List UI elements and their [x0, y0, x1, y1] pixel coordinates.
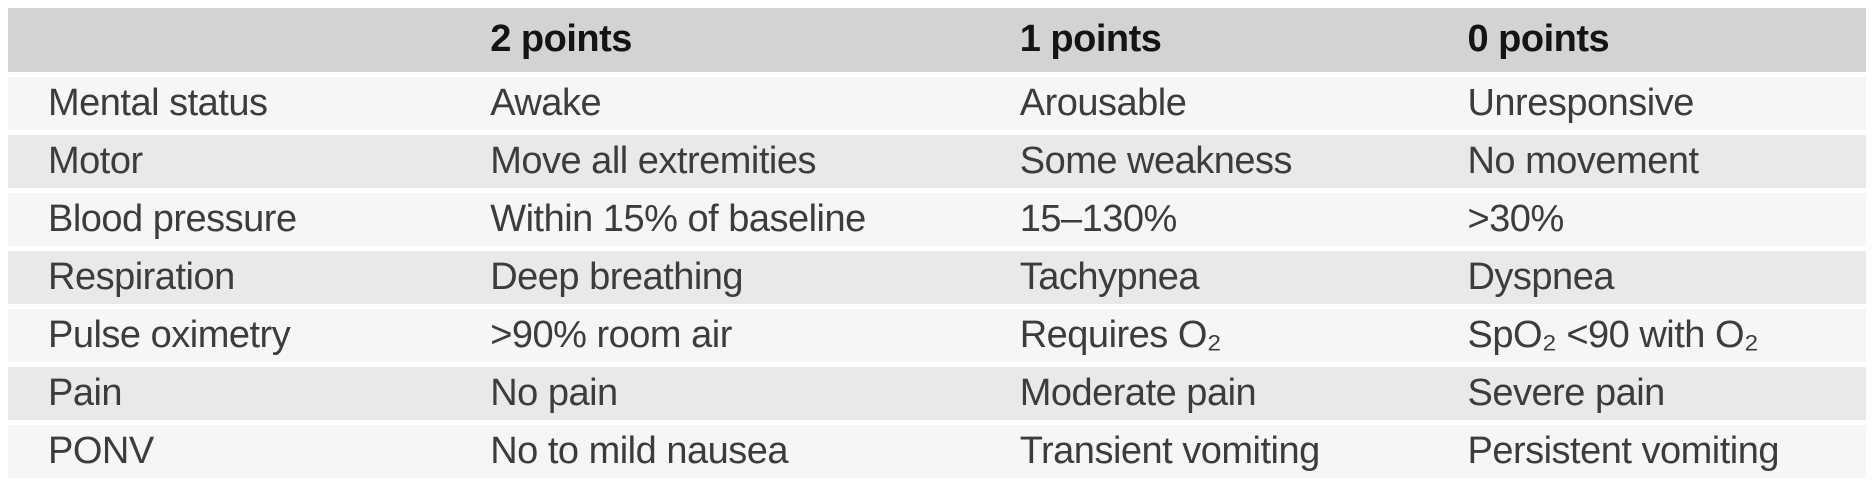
score-2-cell: >90% room air — [450, 309, 980, 362]
score-1-cell: Requires O₂ — [979, 309, 1428, 362]
score-1-cell: Transient vomiting — [979, 425, 1428, 478]
criterion-cell: Pain — [8, 367, 451, 420]
header-0-points: 0 points — [1427, 8, 1866, 72]
recovery-score-table: 2 points 1 points 0 points Mental status… — [8, 3, 1866, 483]
table-row-pain: Pain No pain Moderate pain Severe pain — [8, 367, 1866, 420]
score-1-cell: Some weakness — [979, 135, 1428, 188]
score-0-cell: No movement — [1427, 135, 1866, 188]
score-2-cell: Within 15% of baseline — [450, 193, 980, 246]
score-1-cell: Arousable — [979, 77, 1428, 130]
header-1-points: 1 points — [979, 8, 1428, 72]
table-row-pulse-oximetry: Pulse oximetry >90% room air Requires O₂… — [8, 309, 1866, 362]
score-1-cell: Tachypnea — [979, 251, 1428, 304]
criterion-cell: Respiration — [8, 251, 451, 304]
score-2-cell: Move all extremities — [450, 135, 980, 188]
header-2-points: 2 points — [450, 8, 980, 72]
score-2-cell: Deep breathing — [450, 251, 980, 304]
table-row-ponv: PONV No to mild nausea Transient vomitin… — [8, 425, 1866, 478]
criterion-cell: Pulse oximetry — [8, 309, 451, 362]
score-0-cell: Severe pain — [1427, 367, 1866, 420]
score-2-cell: No to mild nausea — [450, 425, 980, 478]
score-1-cell: 15–130% — [979, 193, 1428, 246]
criterion-cell: Mental status — [8, 77, 451, 130]
score-0-cell: Persistent vomiting — [1427, 425, 1866, 478]
criterion-cell: PONV — [8, 425, 451, 478]
table-row-mental-status: Mental status Awake Arousable Unresponsi… — [8, 77, 1866, 130]
score-0-cell: >30% — [1427, 193, 1866, 246]
table-row-motor: Motor Move all extremities Some weakness… — [8, 135, 1866, 188]
criterion-cell: Blood pressure — [8, 193, 451, 246]
table-header-row: 2 points 1 points 0 points — [8, 8, 1866, 72]
score-1-cell: Moderate pain — [979, 367, 1428, 420]
score-2-cell: Awake — [450, 77, 980, 130]
score-0-cell: Unresponsive — [1427, 77, 1866, 130]
score-2-cell: No pain — [450, 367, 980, 420]
score-0-cell: Dyspnea — [1427, 251, 1866, 304]
table-row-blood-pressure: Blood pressure Within 15% of baseline 15… — [8, 193, 1866, 246]
score-0-cell: SpO₂ <90 with O₂ — [1427, 309, 1866, 362]
criterion-cell: Motor — [8, 135, 451, 188]
table-row-respiration: Respiration Deep breathing Tachypnea Dys… — [8, 251, 1866, 304]
header-empty-cell — [8, 8, 451, 72]
